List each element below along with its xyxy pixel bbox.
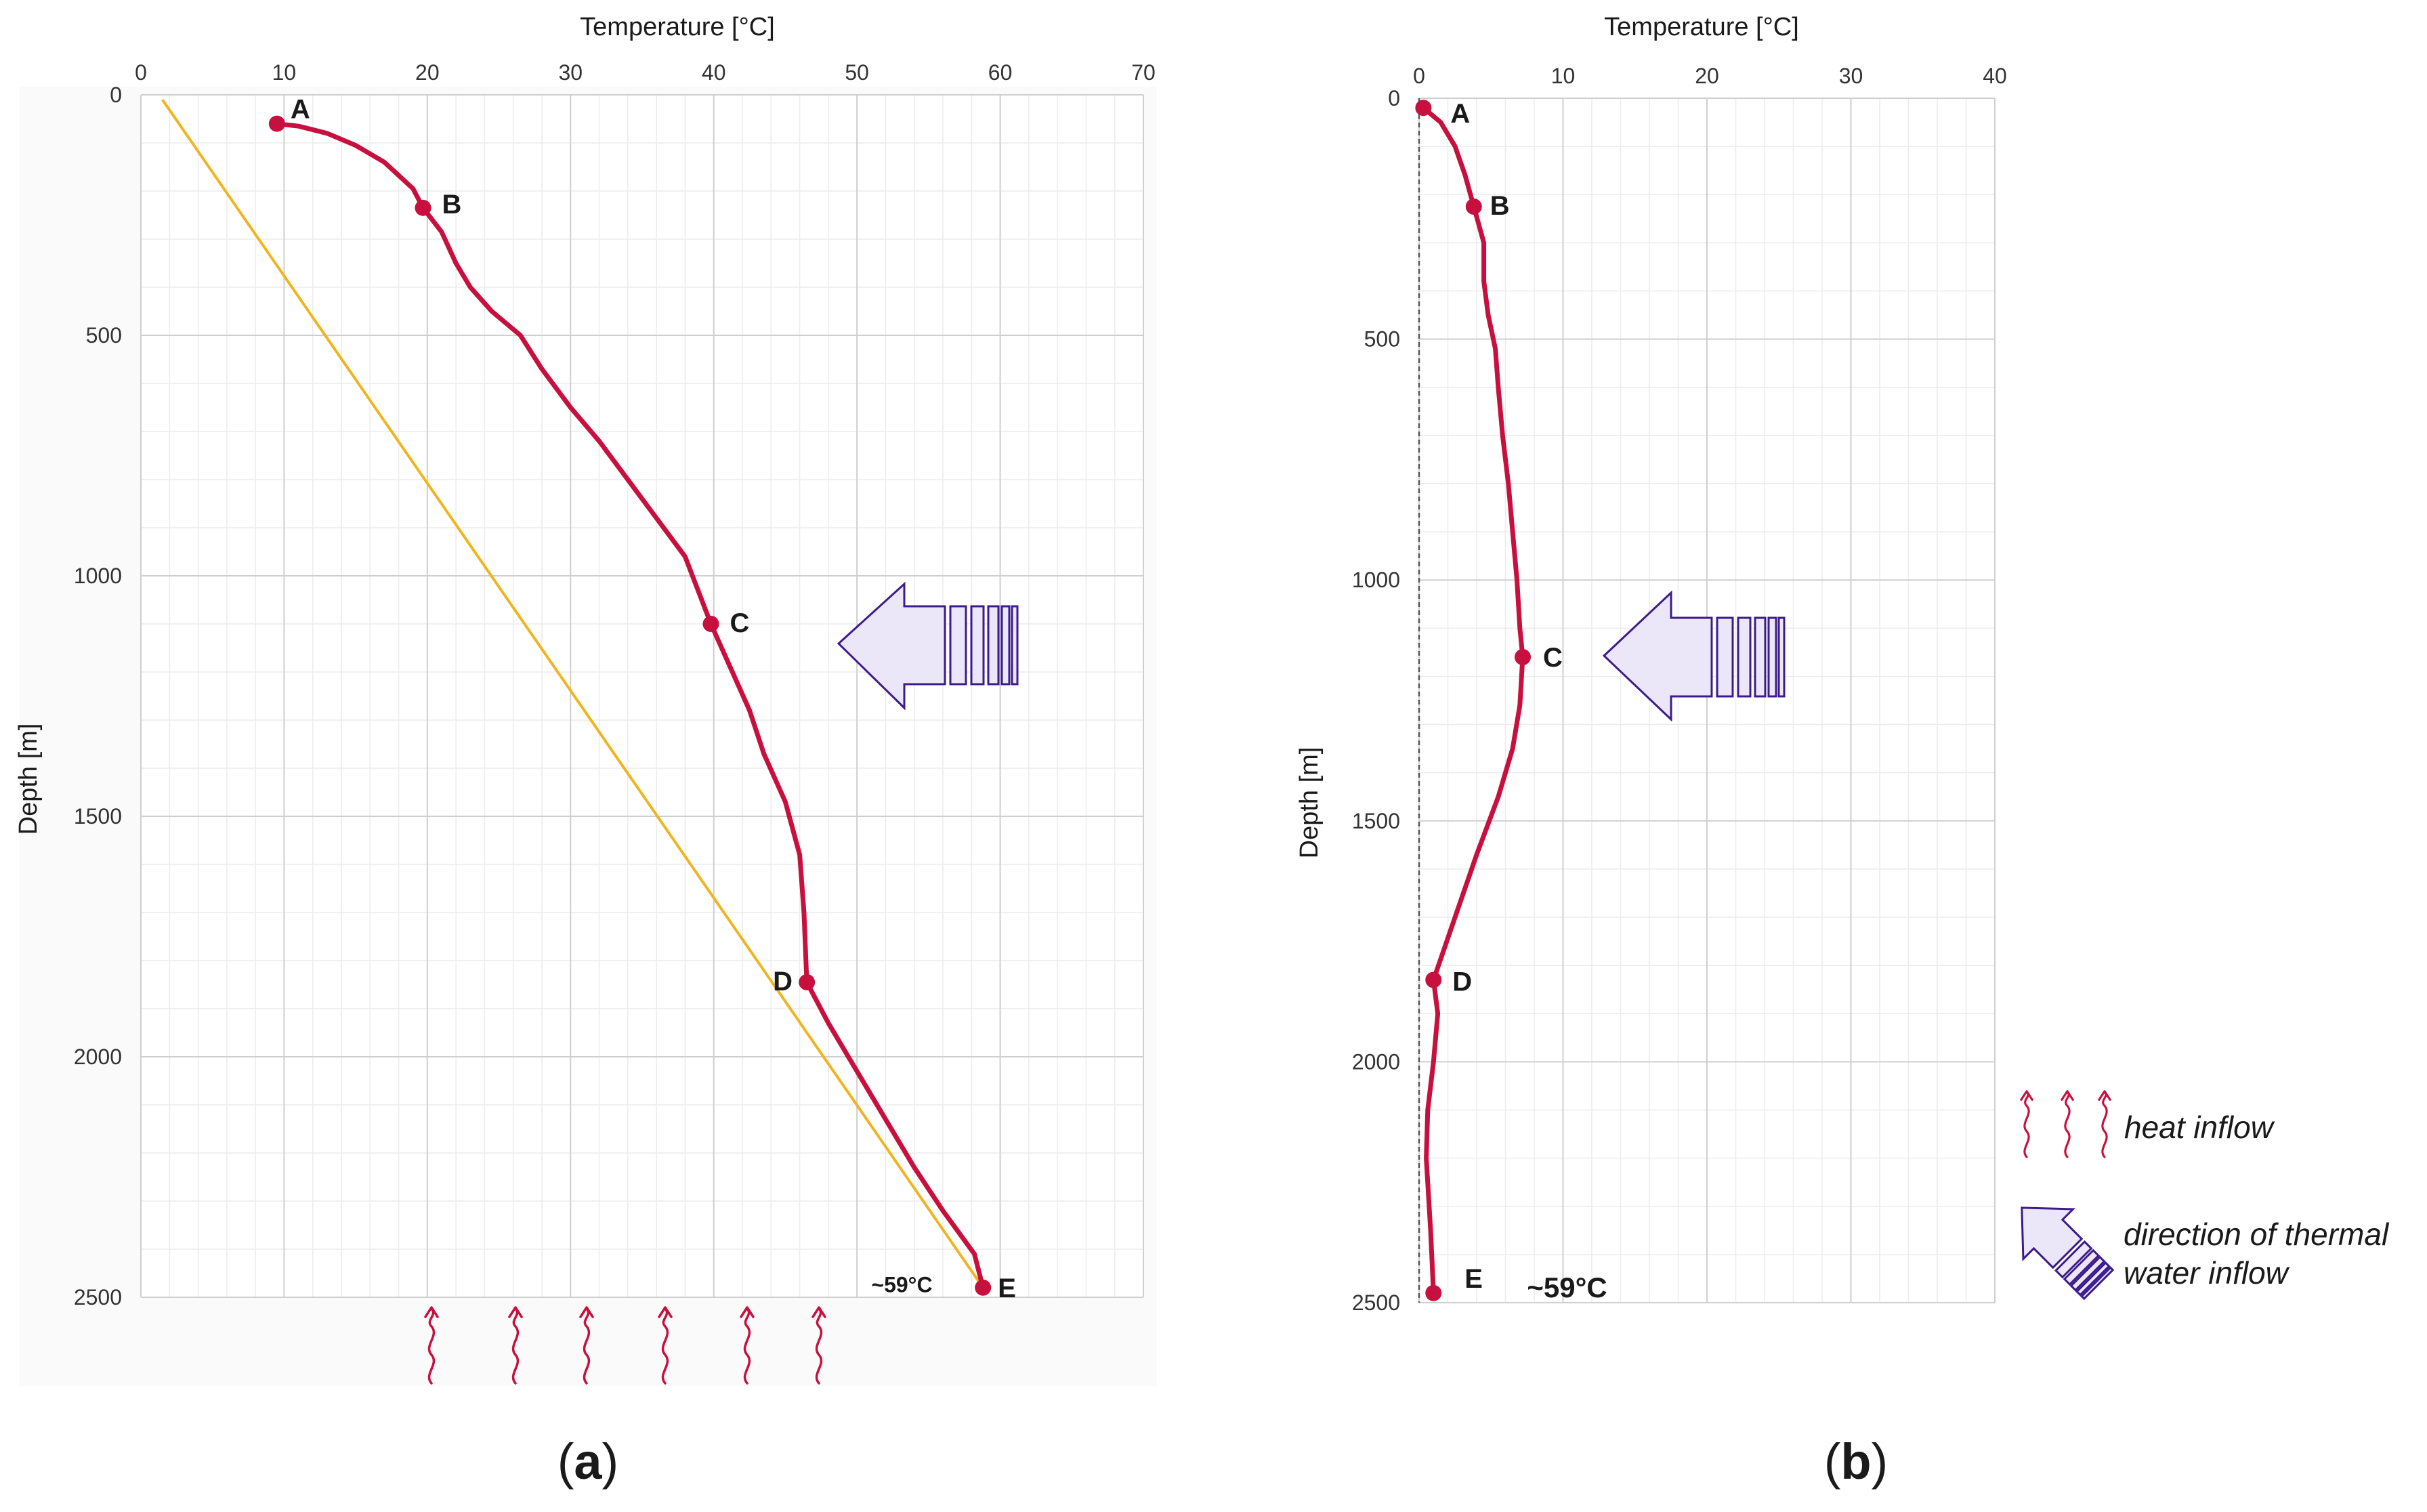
panel-b-caption-letter: b: [1840, 1433, 1871, 1490]
y-tick-label: 0: [110, 83, 122, 107]
panel-b: 0 10 20 30 40 0 500 1000 1500 2000 2500 Temperatur…: [1295, 13, 2007, 1490]
y-tick-label: 2000: [1352, 1049, 1400, 1074]
legend-heat-inflow: heat inflow: [2020, 1090, 2275, 1158]
panel-a-geotherm-line: [161, 98, 984, 1288]
panel-a-temperature-profile-line: [274, 121, 986, 1290]
legend-heat-inflow-label: heat inflow: [2124, 1110, 2275, 1145]
panel-b-point-b: [1465, 198, 1482, 215]
x-tick-label: 70: [1131, 60, 1156, 85]
y-tick-label: 2500: [74, 1285, 122, 1309]
x-tick-label: 40: [1983, 64, 2007, 88]
y-tick-label: 500: [86, 323, 122, 348]
y-tick-label: 0: [1388, 86, 1400, 110]
panel-b-point-b-label: B: [1490, 191, 1510, 221]
y-tick-label: 500: [1364, 327, 1400, 352]
panel-b-point-e-label: E: [1464, 1264, 1483, 1294]
x-tick-label: 0: [135, 60, 147, 85]
panel-b-point-c: [1515, 648, 1531, 665]
x-tick-label: 30: [1839, 64, 1863, 88]
y-tick-label: 2000: [74, 1045, 122, 1069]
panel-a-point-c-label: C: [730, 608, 749, 638]
panel-b-point-d-label: D: [1452, 967, 1472, 996]
panel-b-grid: [1418, 98, 1996, 1303]
panel-b-point-c-label: C: [1543, 643, 1563, 673]
panel-a-point-d: [799, 973, 816, 990]
panel-a-y-axis-title: Depth [m]: [14, 723, 43, 835]
panel-a-point-a-label: A: [291, 95, 310, 125]
heat-arrow-icon: [811, 1306, 826, 1385]
heat-arrow-icon: [740, 1306, 755, 1385]
x-tick-label: 50: [845, 60, 869, 85]
y-tick-label: 1000: [74, 564, 122, 588]
heat-arrow-icon: [424, 1306, 439, 1385]
y-tick-label: 1500: [74, 804, 122, 828]
panel-b-y-axis-title: Depth [m]: [1295, 747, 1324, 859]
heat-arrow-icon: [658, 1306, 673, 1385]
x-tick-label: 30: [558, 60, 583, 85]
panel-b-point-e: [1425, 1284, 1442, 1301]
panel-a-point-d-label: D: [773, 967, 793, 996]
panel-a-point-b: [415, 199, 431, 216]
panel-b-tick-labels: 0 10 20 30 40 0 500 1000 1500 2000 2500: [1352, 64, 2007, 1315]
legend: heat inflow direction of thermal water i…: [2020, 1090, 2390, 1301]
panel-a-tick-labels: 0 10 20 30 40 50 60 70 0 500 1000 1500 2000 2500: [74, 60, 1156, 1309]
panel-a-caption-letter: a: [574, 1433, 602, 1490]
heat-arrow-icon: [579, 1306, 594, 1385]
y-tick-label: 2500: [1352, 1290, 1400, 1315]
y-tick-label: 1000: [1352, 568, 1400, 592]
heat-arrow-icon: [508, 1306, 523, 1385]
legend-heat-inflow-icon: [2020, 1090, 2111, 1158]
x-tick-label: 10: [272, 60, 297, 85]
legend-water-inflow-icon: [2021, 1206, 2115, 1301]
panel-b-point-a-label: A: [1450, 99, 1470, 129]
panel-a-grid: [140, 94, 1144, 1298]
panel-b-point-d: [1425, 971, 1442, 988]
panel-a-point-e-label: E: [998, 1274, 1016, 1303]
panel-a-points: A B C D E ~59°C: [268, 95, 1016, 1303]
panel-a-point-a: [268, 115, 285, 132]
x-tick-label: 60: [988, 60, 1013, 85]
panel-a: 0 10 20 30 40 50 60 70 0 500 1000 1500 2000 2500 Temp…: [14, 13, 1157, 1490]
x-tick-label: 40: [702, 60, 726, 85]
legend-water-inflow-label-line2: water inflow: [2124, 1255, 2290, 1290]
panel-a-point-b-label: B: [442, 190, 462, 219]
panel-b-temperature-profile-line: [1420, 105, 1525, 1296]
panel-a-water-inflow-arrow-icon: [837, 581, 1019, 711]
legend-water-inflow-label-line1: direction of thermal: [2124, 1217, 2390, 1252]
panel-a-caption: (a): [557, 1433, 618, 1490]
panel-a-plot-area: [141, 95, 1143, 1297]
y-tick-label: 1500: [1352, 809, 1400, 833]
panel-b-water-inflow-arrow-icon: [1602, 590, 1786, 722]
panel-b-points: A B C D E ~59°C: [1415, 99, 1607, 1303]
panel-a-temperature-annotation: ~59°C: [871, 1273, 932, 1297]
x-tick-label: 10: [1551, 64, 1576, 88]
panel-a-x-axis-title: Temperature [°C]: [580, 13, 775, 41]
x-tick-label: 20: [1695, 64, 1719, 88]
panel-b-x-axis-title: Temperature [°C]: [1604, 13, 1799, 41]
panel-b-point-a: [1415, 100, 1432, 117]
panel-a-heat-inflow-arrows: [424, 1306, 826, 1385]
panel-a-point-e: [975, 1279, 992, 1296]
panel-a-point-c: [702, 616, 719, 632]
panel-b-temperature-annotation: ~59°C: [1527, 1272, 1607, 1303]
x-tick-label: 20: [415, 60, 440, 85]
x-tick-label: 0: [1413, 64, 1425, 88]
panel-b-caption: (b): [1824, 1433, 1888, 1490]
legend-water-inflow: direction of thermal water inflow: [2021, 1206, 2390, 1301]
